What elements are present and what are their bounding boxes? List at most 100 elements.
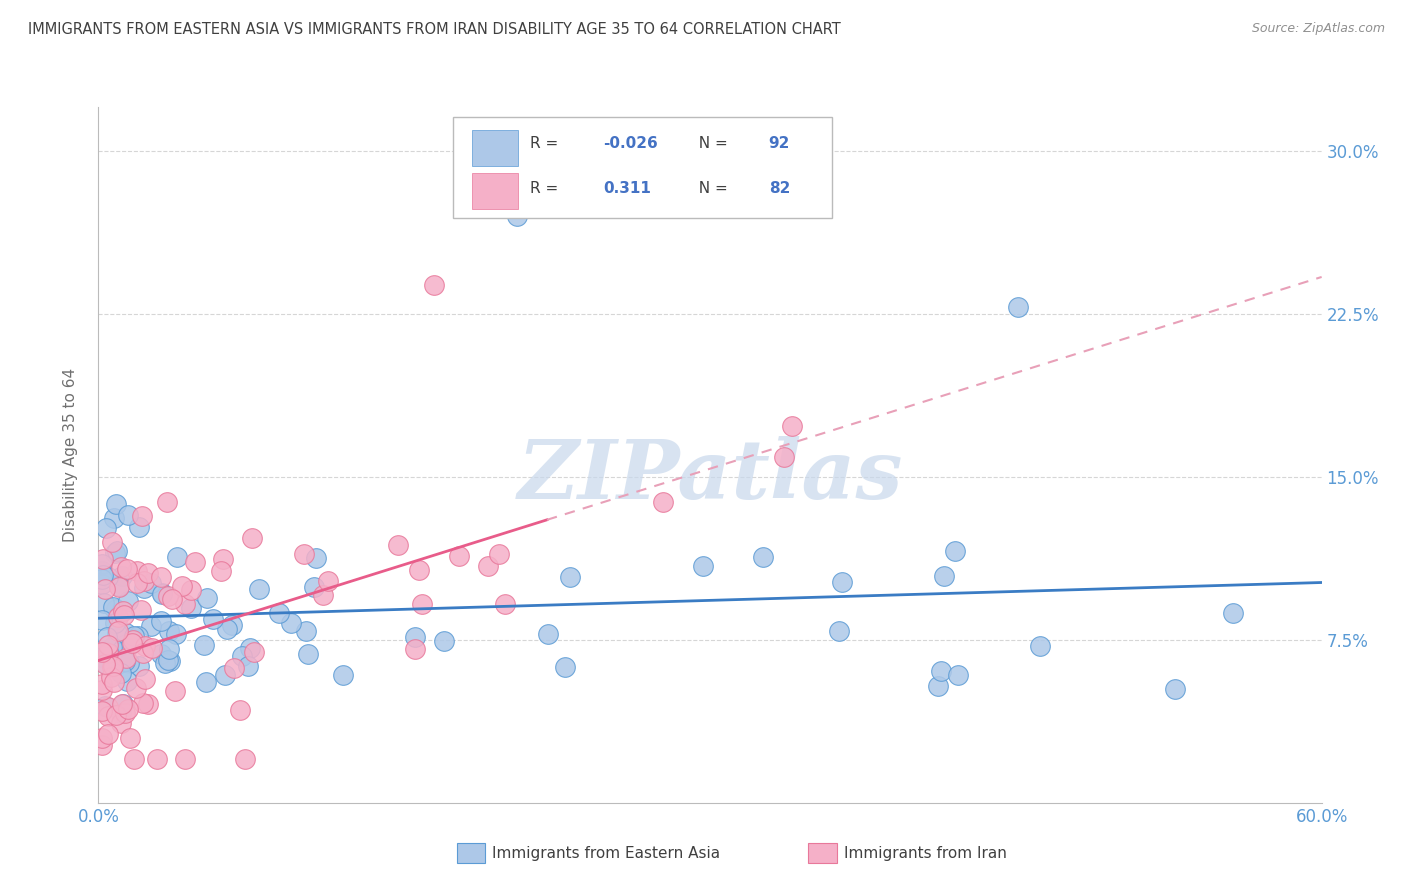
Point xyxy=(494,597,516,611)
Point xyxy=(238,659,260,673)
Point xyxy=(221,618,243,632)
Text: Immigrants from Iran: Immigrants from Iran xyxy=(844,847,1007,861)
Point xyxy=(127,629,149,643)
Point xyxy=(692,558,714,573)
Point xyxy=(202,612,225,626)
Point xyxy=(91,644,114,658)
Text: Source: ZipAtlas.com: Source: ZipAtlas.com xyxy=(1251,22,1385,36)
Point xyxy=(132,646,155,660)
Point xyxy=(91,731,114,746)
FancyBboxPatch shape xyxy=(471,173,517,210)
Point xyxy=(97,645,120,659)
Point xyxy=(165,627,187,641)
Point xyxy=(131,509,153,524)
Point xyxy=(934,568,956,582)
Point xyxy=(927,680,949,694)
Point xyxy=(1222,606,1244,620)
Point xyxy=(107,626,129,640)
Point xyxy=(404,630,426,644)
Point xyxy=(134,639,156,653)
Point xyxy=(233,752,256,766)
Point xyxy=(652,495,675,509)
Point xyxy=(112,698,135,712)
Point xyxy=(94,657,117,672)
Point xyxy=(831,575,853,590)
Point xyxy=(97,700,120,714)
Point xyxy=(101,660,124,674)
Point xyxy=(193,638,215,652)
Point xyxy=(166,549,188,564)
Point xyxy=(537,627,560,641)
Point xyxy=(110,666,132,681)
Point xyxy=(488,547,510,561)
Point xyxy=(120,731,142,746)
Point xyxy=(159,654,181,668)
Point xyxy=(114,654,136,668)
Point xyxy=(115,650,138,665)
Text: 82: 82 xyxy=(769,181,790,196)
Point xyxy=(125,564,148,578)
Point xyxy=(477,559,499,574)
Point xyxy=(96,709,118,723)
Point xyxy=(128,520,150,534)
Text: ZIPatlas: ZIPatlas xyxy=(517,436,903,516)
Text: N =: N = xyxy=(689,181,733,196)
Point xyxy=(91,577,114,591)
Point xyxy=(125,681,148,695)
Point xyxy=(224,661,246,675)
Point xyxy=(104,615,127,630)
Point xyxy=(240,531,263,545)
Point xyxy=(122,632,145,647)
Point xyxy=(97,647,120,661)
Point xyxy=(828,624,851,638)
Point xyxy=(100,670,122,684)
Point xyxy=(215,622,238,636)
Point xyxy=(404,642,426,657)
Point xyxy=(267,607,290,621)
Point xyxy=(91,613,114,627)
Point xyxy=(411,597,433,611)
Point xyxy=(108,580,131,594)
Point xyxy=(91,568,114,582)
Point xyxy=(150,586,173,600)
Point xyxy=(91,558,114,572)
Point xyxy=(134,672,156,686)
Point xyxy=(554,660,576,674)
Point xyxy=(101,659,124,673)
Point xyxy=(124,629,146,643)
Point xyxy=(173,752,195,766)
Point xyxy=(146,752,169,766)
Point xyxy=(1029,640,1052,654)
Point xyxy=(408,563,430,577)
Point xyxy=(297,647,319,661)
Text: -0.026: -0.026 xyxy=(603,136,658,151)
Point xyxy=(449,549,471,564)
Point xyxy=(91,649,114,664)
Point xyxy=(560,570,582,584)
Point xyxy=(125,575,148,590)
Point xyxy=(118,657,141,671)
Point xyxy=(305,551,328,566)
Point xyxy=(195,591,218,606)
Point xyxy=(112,608,135,623)
Point xyxy=(115,626,138,640)
Point xyxy=(101,640,124,655)
Point xyxy=(117,508,139,523)
Point xyxy=(104,546,127,560)
Point xyxy=(107,610,129,624)
Point xyxy=(110,716,132,731)
Point xyxy=(184,555,207,569)
Point xyxy=(105,602,128,616)
Text: IMMIGRANTS FROM EASTERN ASIA VS IMMIGRANTS FROM IRAN DISABILITY AGE 35 TO 64 COR: IMMIGRANTS FROM EASTERN ASIA VS IMMIGRAN… xyxy=(28,22,841,37)
Point xyxy=(948,667,970,681)
Point xyxy=(247,582,270,596)
Point xyxy=(243,645,266,659)
Point xyxy=(157,624,180,639)
Text: 0.311: 0.311 xyxy=(603,181,651,196)
FancyBboxPatch shape xyxy=(453,118,832,219)
Point xyxy=(1007,300,1029,314)
Point xyxy=(1164,681,1187,696)
Point xyxy=(122,752,145,766)
Point xyxy=(105,497,128,511)
Point xyxy=(115,637,138,651)
